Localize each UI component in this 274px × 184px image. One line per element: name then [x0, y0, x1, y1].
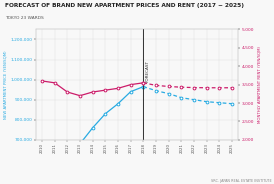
Y-axis label: MONTHLY APARTMENT RENT (YEN/SQM): MONTHLY APARTMENT RENT (YEN/SQM) — [257, 46, 261, 123]
Text: TOKYO 23 WARDS: TOKYO 23 WARDS — [5, 16, 44, 20]
Text: SRC. JAPAN REAL ESTATE INSTITUTE: SRC. JAPAN REAL ESTATE INSTITUTE — [211, 179, 271, 183]
Text: FORECAST: FORECAST — [145, 60, 149, 82]
Text: FORECAST OF BRAND NEW APARTMENT PRICES AND RENT (2017 ~ 2025): FORECAST OF BRAND NEW APARTMENT PRICES A… — [5, 3, 244, 8]
Y-axis label: NEW APARTMENT PRICE (YEN/SQM): NEW APARTMENT PRICE (YEN/SQM) — [3, 50, 7, 119]
